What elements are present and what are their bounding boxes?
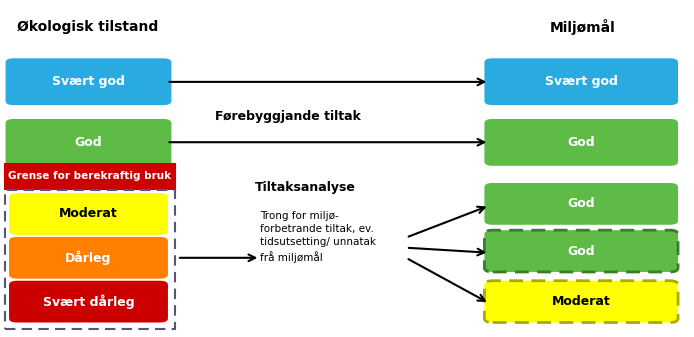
FancyBboxPatch shape <box>6 58 171 105</box>
FancyBboxPatch shape <box>484 119 678 166</box>
Text: God: God <box>568 197 595 210</box>
Text: Grense for berekraftig bruk: Grense for berekraftig bruk <box>8 172 171 181</box>
FancyBboxPatch shape <box>9 281 168 323</box>
Text: God: God <box>568 136 595 149</box>
FancyBboxPatch shape <box>9 237 168 279</box>
Text: Svært god: Svært god <box>52 75 125 88</box>
Text: God: God <box>568 245 595 257</box>
Text: Moderat: Moderat <box>552 295 611 308</box>
FancyBboxPatch shape <box>9 193 168 235</box>
FancyBboxPatch shape <box>484 183 678 225</box>
Text: Tiltaksanalyse: Tiltaksanalyse <box>255 181 356 193</box>
FancyBboxPatch shape <box>484 58 678 105</box>
Text: Trong for miljø-
forbetrande tiltak, ev.
tidsutsetting/ unnatak
frå miljømål: Trong for miljø- forbetrande tiltak, ev.… <box>260 211 376 263</box>
FancyBboxPatch shape <box>6 119 171 166</box>
Text: God: God <box>75 136 102 149</box>
FancyBboxPatch shape <box>484 281 678 323</box>
Text: Svært god: Svært god <box>545 75 618 88</box>
FancyBboxPatch shape <box>5 164 175 189</box>
Text: Moderat: Moderat <box>59 208 118 220</box>
Text: Dårleg: Dårleg <box>65 250 112 265</box>
Text: Miljømål: Miljømål <box>550 19 616 35</box>
FancyBboxPatch shape <box>484 230 678 272</box>
Text: Svært dårleg: Svært dårleg <box>42 294 135 309</box>
Text: Førebyggjande tiltak: Førebyggjande tiltak <box>215 110 361 123</box>
Text: Økologisk tilstand: Økologisk tilstand <box>17 20 159 34</box>
